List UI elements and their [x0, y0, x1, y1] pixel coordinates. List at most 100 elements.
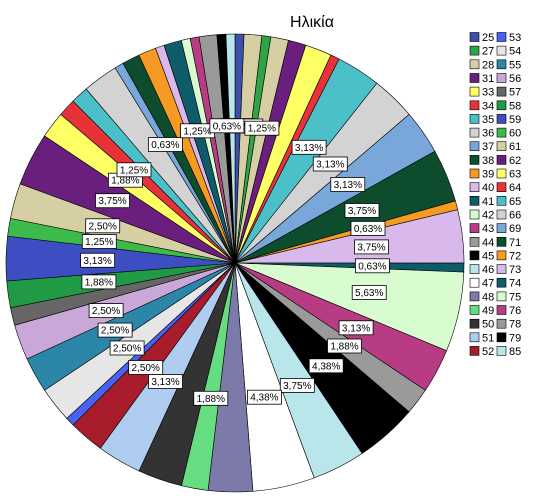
data-label-text: 4,38%: [312, 361, 340, 372]
legend-swatch: [469, 45, 480, 56]
legend-label: 85: [509, 346, 521, 358]
legend-item-33: 33: [469, 87, 494, 99]
data-label-box: [109, 340, 145, 356]
legend-swatch: [469, 277, 480, 288]
legend-item-46: 46: [469, 264, 494, 276]
data-label-box: [209, 118, 245, 134]
data-label-62: 3,75%: [95, 193, 130, 209]
legend-item-38: 38: [469, 155, 494, 167]
legend-item-62: 62: [496, 155, 521, 167]
legend-label: 58: [509, 100, 521, 112]
legend-item-59: 59: [496, 114, 521, 126]
data-label-text: 3,13%: [151, 377, 179, 388]
legend-label: 53: [509, 32, 521, 44]
data-label-text: 1,88%: [85, 277, 113, 288]
legend-item-79: 79: [496, 332, 521, 344]
legend-label: 40: [482, 182, 494, 194]
legend-item-25: 25: [469, 32, 494, 44]
legend-swatch: [496, 346, 507, 356]
legend-label: 60: [509, 128, 521, 140]
legend-item-27: 27: [469, 45, 494, 58]
legend-swatch: [469, 196, 480, 206]
legend-swatch: [469, 32, 480, 42]
legend-item-58: 58: [496, 100, 521, 112]
legend-item-85: 85: [496, 346, 521, 358]
legend-item-63: 63: [496, 169, 521, 181]
legend-swatch: [496, 114, 507, 124]
data-label-38: 3,75%: [344, 203, 380, 218]
legend-label: 33: [482, 87, 494, 99]
legend-item-37: 37: [469, 141, 494, 153]
legend-swatch: [496, 182, 507, 192]
legend-label: 65: [509, 196, 521, 208]
legend-swatch: [469, 264, 480, 274]
data-label-55: 2,50%: [97, 322, 133, 338]
chart-title: Ηλικία: [290, 14, 334, 31]
legend-label: 79: [509, 332, 521, 344]
legend-label: 42: [482, 210, 494, 222]
data-label-40: 3,75%: [354, 239, 389, 255]
legend-swatch: [496, 141, 507, 151]
legend-swatch: [469, 100, 480, 111]
data-label-box: [128, 360, 164, 375]
legend-label: 57: [509, 87, 521, 99]
legend-label: 48: [482, 291, 494, 303]
legend-label: 66: [509, 210, 521, 222]
legend-item-52: 52: [469, 346, 494, 358]
data-label-28: 1,25%: [244, 120, 280, 136]
data-label-box: [330, 177, 366, 192]
data-label-37: 3,13%: [330, 177, 366, 192]
data-label-box: [97, 322, 133, 338]
data-label-59: 3,13%: [80, 252, 115, 268]
data-label-text: 1,25%: [183, 126, 211, 137]
legend-label: 55: [509, 59, 521, 71]
legend-swatch: [469, 250, 480, 261]
data-label-box: [81, 234, 117, 249]
legend-swatch: [469, 141, 480, 151]
legend-label: 50: [482, 319, 494, 331]
legend-label: 39: [482, 169, 494, 181]
legend-swatch: [496, 264, 507, 274]
data-label-box: [193, 390, 229, 406]
legend-label: 43: [482, 223, 494, 235]
data-label-box: [354, 258, 390, 274]
legend-label: 69: [509, 223, 521, 235]
legend-swatch: [496, 73, 507, 83]
legend-swatch: [469, 59, 480, 70]
legend-item-64: 64: [496, 182, 521, 194]
legend-swatch: [469, 168, 480, 179]
data-label-60: 1,25%: [81, 234, 117, 249]
data-label-text: 2,50%: [132, 363, 160, 374]
data-label-text: 0,63%: [358, 261, 386, 272]
legend-swatch: [469, 346, 480, 356]
legend-swatch: [469, 114, 480, 124]
data-label-box: [308, 358, 344, 374]
legend-item-71: 71: [496, 237, 521, 249]
data-label-text: 1,25%: [85, 237, 113, 248]
data-label-text: 3,13%: [342, 323, 370, 334]
legend-label: 27: [482, 46, 494, 58]
legend-swatch: [469, 332, 480, 343]
data-label-46: 3,75%: [279, 377, 315, 393]
data-label-text: 3,13%: [295, 143, 323, 154]
legend-item-55: 55: [496, 59, 521, 71]
data-label-box: [85, 218, 121, 234]
legend-item-28: 28: [469, 59, 494, 71]
data-label-45: 4,38%: [308, 358, 344, 374]
legend-item-75: 75: [496, 291, 521, 303]
data-label-54: 2,50%: [109, 340, 145, 356]
legend-label: 38: [482, 155, 494, 167]
legend-swatch: [469, 291, 480, 302]
legend-label: 71: [509, 237, 521, 249]
data-label-69: 0,63%: [147, 137, 183, 152]
data-label-box: [291, 139, 327, 155]
legend-label: 46: [482, 264, 494, 276]
legend-label: 37: [482, 141, 494, 153]
legend-label: 36: [482, 128, 494, 140]
legend-swatch: [496, 250, 507, 261]
data-label-text: 5,63%: [355, 288, 383, 299]
legend-label: 74: [509, 278, 521, 290]
data-label-58: 1,88%: [81, 274, 117, 290]
